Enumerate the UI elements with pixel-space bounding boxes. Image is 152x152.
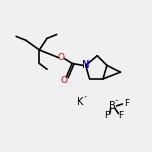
Text: F: F [124, 100, 129, 109]
Text: N: N [82, 60, 89, 70]
Text: N: N [82, 60, 89, 70]
Text: K: K [77, 97, 83, 107]
Text: F: F [118, 111, 123, 120]
Text: $^-$: $^-$ [114, 99, 121, 104]
Text: O: O [61, 76, 68, 85]
Text: $^+$: $^+$ [83, 95, 89, 100]
Text: B: B [109, 101, 116, 111]
Text: O: O [57, 53, 64, 62]
Text: F: F [104, 111, 109, 120]
